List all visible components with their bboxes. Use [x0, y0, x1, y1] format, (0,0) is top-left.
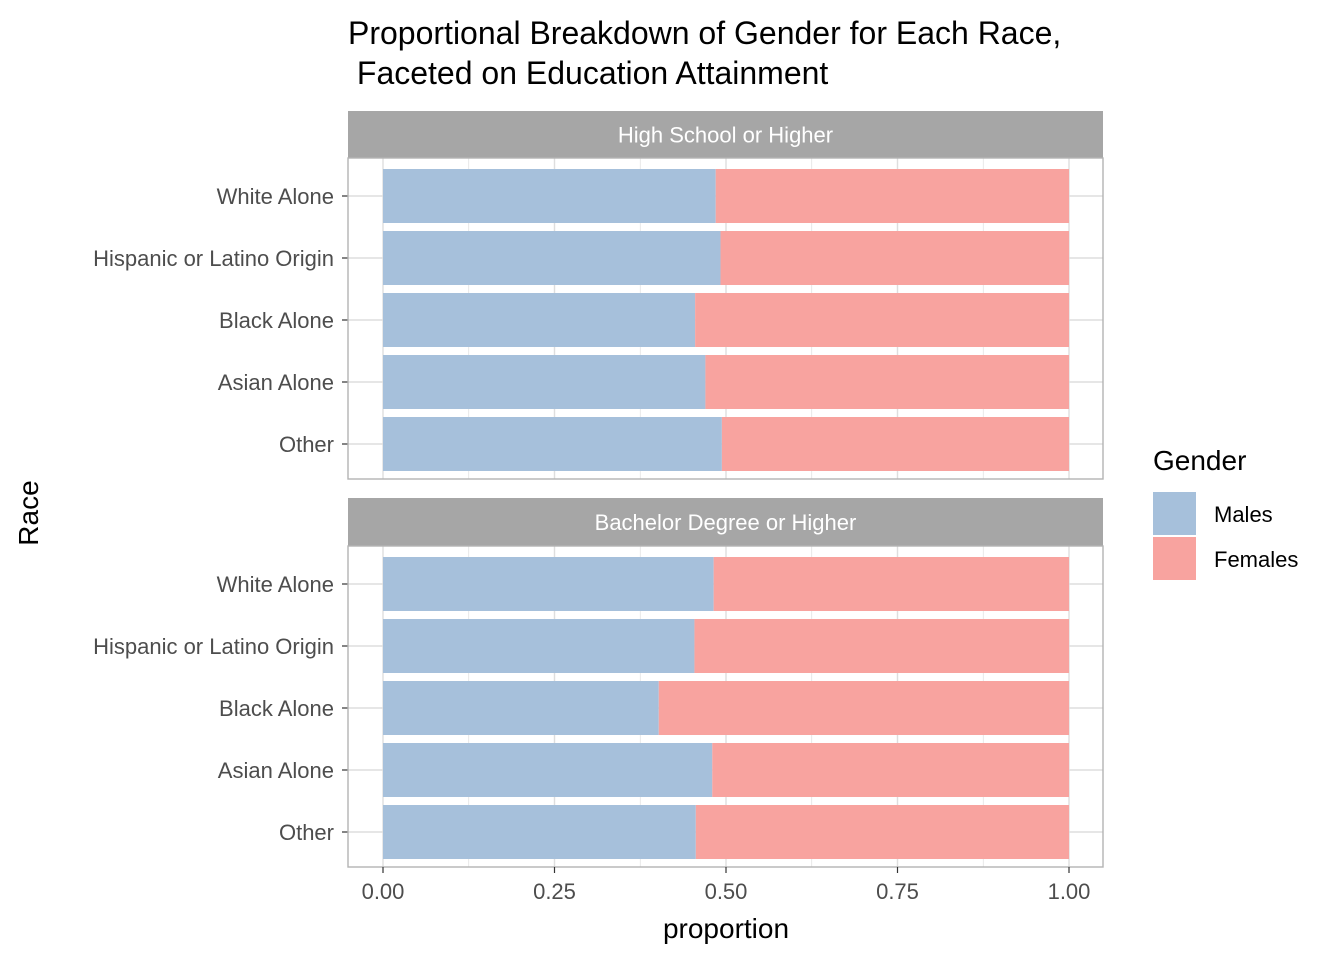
legend-label-females: Females: [1214, 547, 1298, 572]
bar-females: [694, 619, 1069, 673]
bar-males: [383, 417, 722, 471]
bar-females: [712, 743, 1069, 797]
x-axis-label: proportion: [663, 913, 789, 944]
bar-females: [658, 681, 1069, 735]
x-tick-label: 0.75: [876, 879, 919, 904]
facet-strip-label: High School or Higher: [618, 123, 833, 148]
legend: Gender Males Females: [1153, 445, 1298, 580]
y-tick-label: Asian Alone: [218, 758, 334, 783]
x-axis: 0.00 0.25 0.50 0.75 1.00: [362, 867, 1091, 904]
legend-title: Gender: [1153, 445, 1246, 476]
x-tick-label: 0.00: [362, 879, 405, 904]
y-tick-label: Hispanic or Latino Origin: [93, 246, 334, 271]
panel-border: [347, 157, 1104, 480]
y-tick-label: Black Alone: [219, 308, 334, 333]
legend-key-females: [1153, 537, 1196, 580]
facet-strip: [348, 498, 1103, 546]
facet-panel: Bachelor Degree or Higher White Alone Hisp…: [93, 498, 1104, 868]
bar-males: [383, 743, 713, 797]
facet-panel: High School or Higher White Alone Hispanic…: [93, 111, 1104, 480]
chart-title-line-2: Faceted on Education Attainment: [348, 55, 828, 91]
bar-females: [720, 231, 1069, 285]
y-tick-label: White Alone: [217, 184, 334, 209]
facet-strip-label: Bachelor Degree or Higher: [595, 510, 857, 535]
bar-females: [695, 805, 1069, 859]
bar-males: [383, 681, 659, 735]
x-tick-label: 0.25: [533, 879, 576, 904]
facet-strip: [348, 111, 1103, 158]
bar-males: [383, 231, 721, 285]
bar-females: [721, 417, 1069, 471]
bar-males: [383, 805, 696, 859]
bar-females: [705, 355, 1069, 409]
bar-males: [383, 293, 696, 347]
bar-females: [695, 293, 1069, 347]
legend-label-males: Males: [1214, 502, 1273, 527]
y-tick-label: Other: [279, 432, 334, 457]
y-axis-label: Race: [13, 480, 44, 545]
bar-females: [713, 557, 1069, 611]
x-tick-label: 0.50: [705, 879, 748, 904]
y-tick-label: Hispanic or Latino Origin: [93, 634, 334, 659]
legend-key-males: [1153, 492, 1196, 535]
bar-males: [383, 169, 716, 223]
y-tick-label: Other: [279, 820, 334, 845]
bar-males: [383, 557, 714, 611]
y-tick-label: Asian Alone: [218, 370, 334, 395]
bar-females: [715, 169, 1069, 223]
facets: High School or Higher White Alone Hispanic…: [93, 111, 1104, 868]
bar-males: [383, 619, 695, 673]
y-tick-label: White Alone: [217, 572, 334, 597]
y-tick-label: Black Alone: [219, 696, 334, 721]
bar-males: [383, 355, 706, 409]
x-tick-label: 1.00: [1048, 879, 1091, 904]
chart-title-line-1: Proportional Breakdown of Gender for Eac…: [348, 15, 1061, 51]
